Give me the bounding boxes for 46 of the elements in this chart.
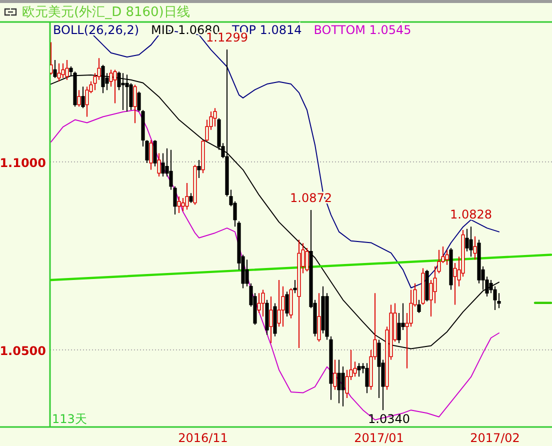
candlestick (285, 291, 289, 317)
x-tick-label: 2016/11 (178, 431, 228, 445)
candlestick (417, 299, 421, 314)
candlestick (53, 59, 57, 79)
candlestick (65, 59, 69, 80)
candlestick (77, 90, 81, 108)
candlestick (257, 292, 261, 314)
annotation: 113天 (52, 412, 87, 426)
chart-title: 欧元美元(外汇_D 8160)日线 (22, 4, 190, 20)
y-tick-label: 1.0500 (0, 344, 46, 358)
candlestick (445, 249, 449, 266)
candlestick (197, 160, 201, 179)
candlestick (213, 108, 217, 128)
candlestick (61, 62, 65, 79)
candlestick (337, 359, 341, 404)
candlestick (133, 84, 137, 124)
annotation: 1.0340 (368, 412, 410, 426)
x-tick-label: 2017/01 (354, 431, 404, 445)
candlestick (341, 366, 345, 407)
candlestick (365, 362, 369, 394)
candlestick (269, 296, 273, 344)
candlestick (57, 62, 61, 82)
candlestick (157, 152, 161, 178)
candlestick (293, 279, 297, 294)
candlestick (317, 292, 321, 342)
legend-title: BOLL(26,26,2) (53, 23, 140, 37)
candlestick (189, 192, 193, 204)
candlestick (333, 359, 337, 390)
text: BOTTOM 1.0545 (314, 23, 412, 37)
candlestick (153, 140, 157, 167)
x-tick-label: 2017/02 (470, 431, 520, 445)
candlestick (161, 152, 165, 178)
candlestick (469, 226, 473, 258)
annotation: 1.0828 (450, 208, 492, 222)
candlestick (50, 42, 53, 76)
y-tick-label: 1.1000 (0, 156, 46, 170)
candlestick (113, 69, 117, 104)
candlestick (473, 236, 477, 260)
candlestick (81, 86, 85, 109)
candlestick (177, 196, 181, 214)
candlestick (277, 279, 281, 328)
candlestick (185, 182, 189, 210)
candlestick (149, 140, 153, 170)
candlestick (357, 362, 361, 378)
candlestick (261, 289, 265, 317)
candlestick (181, 197, 185, 212)
